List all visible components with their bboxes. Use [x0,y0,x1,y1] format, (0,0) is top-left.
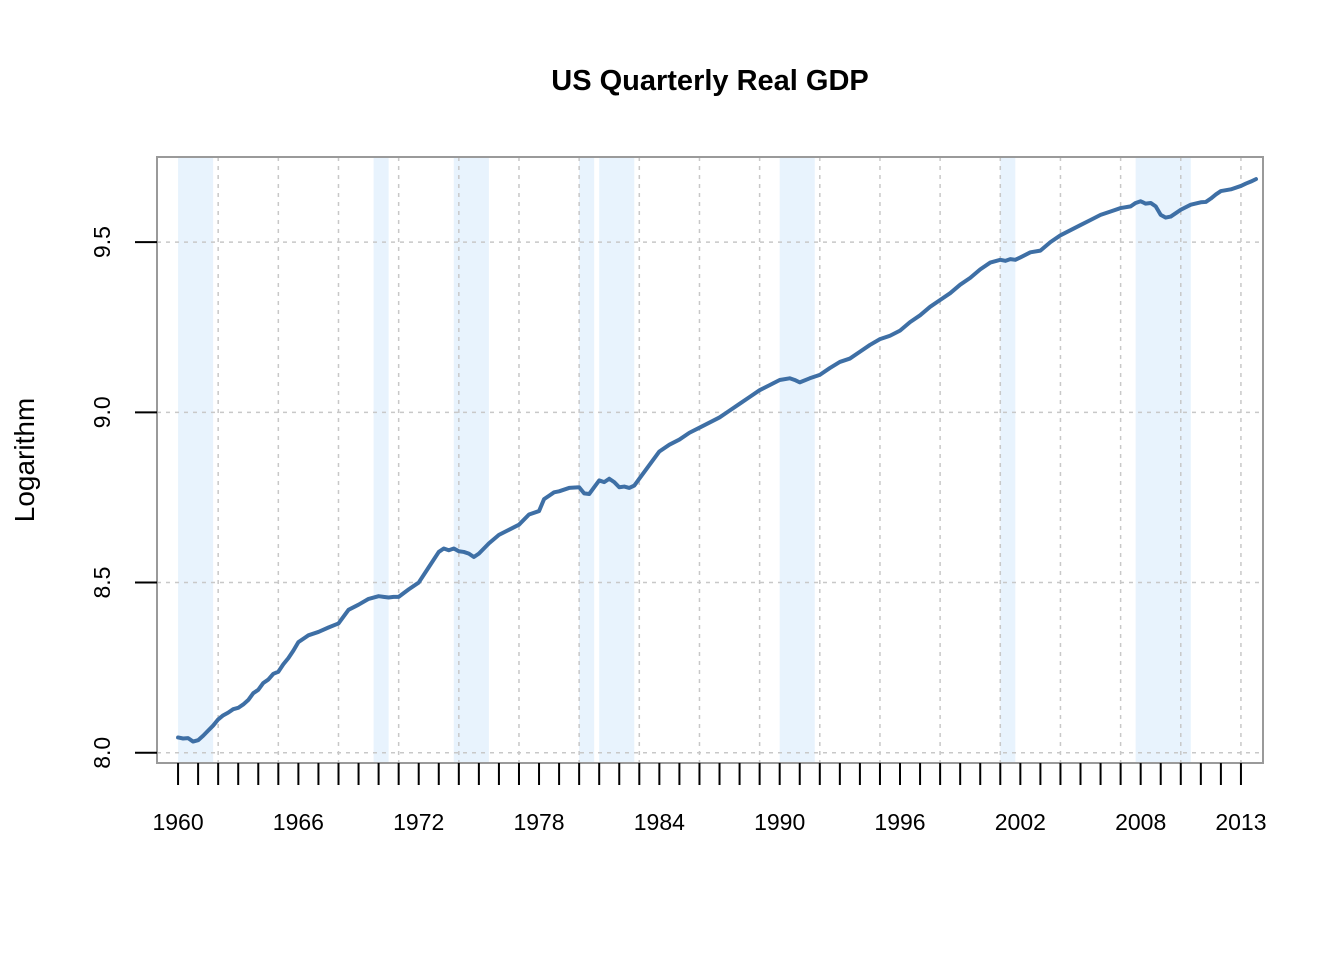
y-tick-label: 8.5 [89,567,115,599]
chart-title: US Quarterly Real GDP [551,65,869,97]
grid-lines [157,157,1263,763]
x-axis: 1960 1966 1972 1978 1984 1990 1996 2002 2008 2013 [152,763,1267,835]
x-tick-label: 1960 [152,809,203,835]
gdp-series-line [176,177,1258,744]
recession-band [373,158,389,762]
recession-band [453,158,489,762]
recession-band [178,158,214,762]
x-tick-label: 2013 [1215,809,1266,835]
recession-band [579,158,595,762]
x-tick-label: 1996 [874,809,925,835]
x-tick-label: 2002 [995,809,1046,835]
y-tick-label: 9.5 [89,226,115,258]
recession-bands [178,158,1191,762]
recession-band [1000,158,1016,762]
x-tick-label: 1966 [273,809,324,835]
x-tick-label: 1984 [634,809,685,835]
y-tick-label: 9.0 [89,396,115,428]
x-tick-label: 2008 [1115,809,1166,835]
y-axis: 8.0 8.5 9.0 9.5 [89,226,157,769]
x-tick-label: 1990 [754,809,805,835]
recession-band [1135,158,1191,762]
x-tick-label: 1978 [513,809,564,835]
plot-frame [156,156,1264,764]
recession-band [779,158,815,762]
recession-band [599,158,635,762]
x-tick-label: 1972 [393,809,444,835]
y-tick-label: 8.0 [89,737,115,769]
y-axis-label: Logarithm [9,398,40,523]
